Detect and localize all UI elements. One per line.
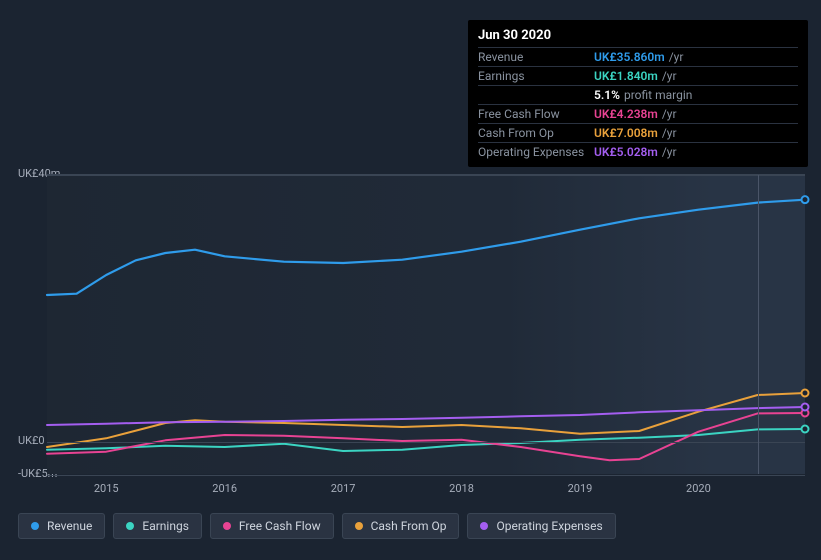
legend-dot-icon bbox=[223, 522, 231, 530]
series-end-marker-revenue bbox=[802, 196, 809, 203]
x-axis: 2015 2016 2017 2018 2019 2020 bbox=[47, 476, 805, 496]
series-end-marker-opex bbox=[802, 404, 809, 411]
legend-label: Cash From Op bbox=[371, 519, 447, 533]
legend-label: Operating Expenses bbox=[496, 519, 602, 533]
series-line-cfo bbox=[47, 393, 805, 447]
series-line-opex bbox=[47, 407, 805, 425]
plot-area[interactable] bbox=[47, 174, 805, 474]
legend-label: Free Cash Flow bbox=[239, 519, 321, 533]
tooltip-row-margin: 5.1% profit margin bbox=[478, 85, 798, 104]
x-axis-label: 2015 bbox=[94, 482, 119, 495]
tooltip-margin-value: 5.1% bbox=[594, 88, 620, 102]
tooltip-value: UK£4.238m bbox=[594, 107, 658, 121]
legend-dot-icon bbox=[355, 522, 363, 530]
tooltip-value: UK£5.028m bbox=[594, 145, 658, 159]
tooltip-date: Jun 30 2020 bbox=[478, 26, 798, 47]
chart-legend: Revenue Earnings Free Cash Flow Cash From O… bbox=[18, 513, 616, 539]
legend-item-earnings[interactable]: Earnings bbox=[113, 513, 202, 539]
tooltip-unit: /yr bbox=[662, 69, 677, 83]
tooltip-label: Revenue bbox=[478, 50, 594, 64]
tooltip-row-earnings: EarningsUK£1.840m/yr bbox=[478, 66, 798, 85]
tooltip-value: UK£35.860m bbox=[594, 50, 665, 64]
legend-label: Revenue bbox=[47, 519, 92, 533]
x-axis-label: 2018 bbox=[449, 482, 474, 495]
tooltip-row-revenue: RevenueUK£35.860m/yr bbox=[478, 47, 798, 66]
tooltip-label: Earnings bbox=[478, 69, 594, 83]
series-line-fcf bbox=[47, 413, 805, 460]
legend-item-fcf[interactable]: Free Cash Flow bbox=[210, 513, 334, 539]
gridline bbox=[47, 442, 805, 443]
tooltip-label: Operating Expenses bbox=[478, 145, 594, 159]
tooltip-unit: /yr bbox=[669, 50, 684, 64]
x-axis-label: 2017 bbox=[331, 482, 356, 495]
chart-tooltip: Jun 30 2020 RevenueUK£35.860m/yrEarnings… bbox=[468, 20, 808, 167]
series-end-marker-earnings bbox=[802, 426, 809, 433]
legend-dot-icon bbox=[31, 522, 39, 530]
legend-dot-icon bbox=[480, 522, 488, 530]
y-axis-label: UK£0 bbox=[18, 434, 45, 447]
tooltip-value: UK£7.008m bbox=[594, 126, 658, 140]
tooltip-row-cfo: Cash From OpUK£7.008m/yr bbox=[478, 123, 798, 142]
tooltip-row-opex: Operating ExpensesUK£5.028m/yr bbox=[478, 142, 798, 161]
tooltip-unit: /yr bbox=[662, 145, 677, 159]
tooltip-margin-label: profit margin bbox=[624, 88, 692, 102]
tooltip-label: Free Cash Flow bbox=[478, 107, 594, 121]
tooltip-row-fcf: Free Cash FlowUK£4.238m/yr bbox=[478, 104, 798, 123]
legend-dot-icon bbox=[126, 522, 134, 530]
legend-item-revenue[interactable]: Revenue bbox=[18, 513, 105, 539]
x-axis-label: 2020 bbox=[686, 482, 711, 495]
tooltip-label: Cash From Op bbox=[478, 126, 594, 140]
series-line-revenue bbox=[47, 200, 805, 295]
legend-item-cfo[interactable]: Cash From Op bbox=[342, 513, 460, 539]
gridline bbox=[47, 175, 805, 176]
cursor-line bbox=[758, 175, 759, 474]
x-axis-label: 2016 bbox=[212, 482, 237, 495]
tooltip-unit: /yr bbox=[662, 107, 677, 121]
x-axis-label: 2019 bbox=[568, 482, 593, 495]
tooltip-value: UK£1.840m bbox=[594, 69, 658, 83]
legend-item-opex[interactable]: Operating Expenses bbox=[467, 513, 615, 539]
legend-label: Earnings bbox=[142, 519, 189, 533]
series-end-marker-cfo bbox=[802, 390, 809, 397]
tooltip-unit: /yr bbox=[662, 126, 677, 140]
